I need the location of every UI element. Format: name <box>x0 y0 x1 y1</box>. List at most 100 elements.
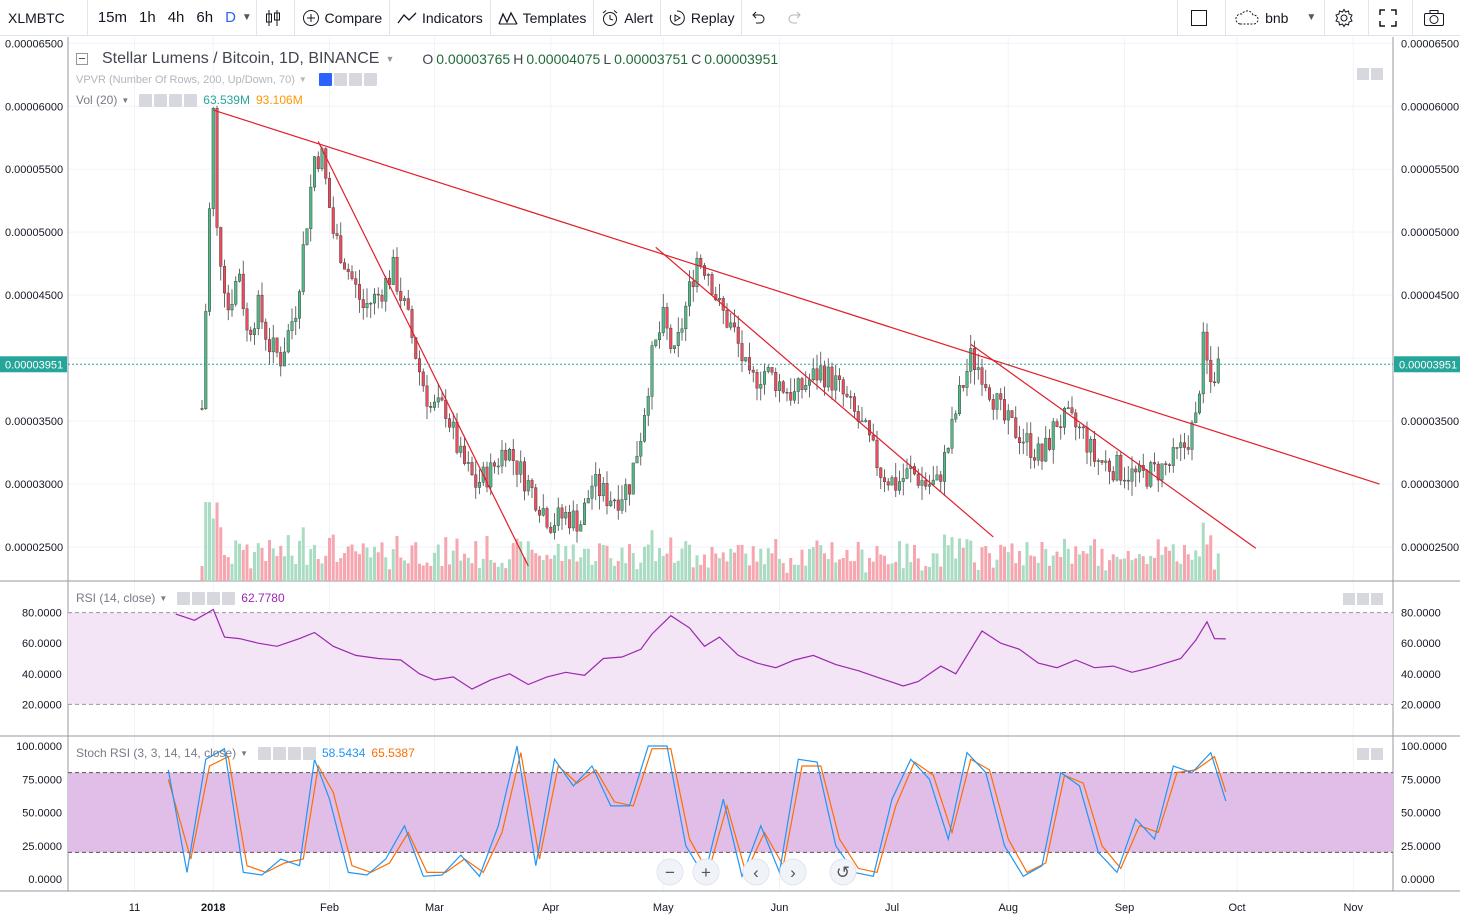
interval-4h[interactable]: 4h <box>167 9 185 26</box>
settings-icon[interactable] <box>154 93 168 107</box>
stoch-k-line <box>167 745 1227 879</box>
alert-button[interactable]: Alert <box>594 0 660 36</box>
volume-bar-down <box>504 568 508 581</box>
volume-bar-up <box>204 502 208 581</box>
candle-down <box>868 420 872 436</box>
chevron-down-icon[interactable]: ▼ <box>241 12 252 23</box>
time-tick: 11 <box>129 902 140 914</box>
volume-bar-down <box>774 539 778 581</box>
snapshot-button[interactable] <box>1413 0 1460 36</box>
interval-15m[interactable]: 15m <box>97 9 128 26</box>
candle-down <box>770 367 774 373</box>
reset-button[interactable] <box>829 858 857 886</box>
zoom-out-button[interactable] <box>656 858 684 886</box>
interval-6h[interactable]: 6h <box>196 9 214 26</box>
plus-icon[interactable] <box>207 591 221 605</box>
move-down-icon[interactable] <box>1371 68 1383 80</box>
close-icon[interactable] <box>222 591 236 605</box>
volume-bar-up <box>466 557 470 581</box>
stoch-rsi-legend[interactable]: Stoch RSI (3, 3, 14, 14, close) ▼ 58.543… <box>76 746 415 760</box>
close-icon[interactable] <box>303 746 316 760</box>
candles-icon <box>265 9 280 26</box>
volume-bar-up <box>965 539 969 581</box>
move-down-icon[interactable] <box>1357 593 1369 605</box>
price-axes[interactable]: 0.00006500 0.00006500 0.00006000 0.00006000… <box>0 38 1460 886</box>
navigation-controls[interactable]: − + ‹ › ↺ <box>656 858 857 886</box>
save-layout-button[interactable]: bnb ▼ <box>1226 0 1324 36</box>
replay-button[interactable]: Replay <box>661 0 742 36</box>
rsi-pane-controls[interactable] <box>1341 593 1383 605</box>
plus-icon[interactable] <box>288 746 301 760</box>
move-up-icon[interactable] <box>1357 748 1369 760</box>
trendline-4[interactable] <box>970 343 1257 549</box>
settings-icon[interactable] <box>192 591 206 605</box>
time-axis[interactable]: 11 2018 Feb Mar Apr May Jun Jul Aug Sep Oct Nov <box>129 902 1364 914</box>
volume-bar-up <box>1089 545 1093 581</box>
eye-icon[interactable] <box>258 746 271 760</box>
trendline-1[interactable] <box>213 109 1380 485</box>
main-pane-controls[interactable] <box>1355 68 1383 80</box>
volume-bar-up <box>238 543 241 581</box>
interval-1h[interactable]: 1h <box>139 9 156 26</box>
volume-bar-down <box>1081 551 1085 581</box>
settings-icon[interactable] <box>333 73 347 86</box>
settings-button[interactable] <box>1325 0 1368 36</box>
eye-icon[interactable] <box>177 591 191 605</box>
interval-d[interactable]: D <box>225 9 236 26</box>
close-icon[interactable] <box>184 93 198 107</box>
volume-bar-up <box>541 559 545 581</box>
volume-bar-up <box>729 548 733 581</box>
close-icon[interactable] <box>363 73 377 86</box>
templates-button[interactable]: Templates <box>491 0 594 36</box>
alarm-clock-icon <box>602 9 618 26</box>
chart-canvas[interactable]: 0.00006500 0.00006500 0.00006000 0.00006000… <box>0 37 1460 917</box>
zoom-in-button[interactable] <box>692 858 720 886</box>
candle-down <box>444 399 448 419</box>
move-up-icon[interactable] <box>1357 68 1369 80</box>
rsi-legend[interactable]: RSI (14, close) ▼ 62.7780 <box>76 591 285 605</box>
candle-down <box>485 466 489 488</box>
move-down-icon[interactable] <box>1371 748 1383 760</box>
time-tick: Sep <box>1115 902 1135 914</box>
volume-legend[interactable]: Vol (20) ▼ 63.539M 93.106M <box>76 93 303 107</box>
symbol-search[interactable]: XLMBTC <box>0 0 87 36</box>
compare-button[interactable]: Compare <box>295 0 390 36</box>
volume-bar-up <box>958 538 961 581</box>
candle-down <box>1081 426 1085 429</box>
volume-bar-up <box>931 553 935 581</box>
eye-icon[interactable] <box>318 73 332 86</box>
candle-up <box>744 357 748 362</box>
replay-icon <box>669 9 685 25</box>
stoch-pane-controls[interactable] <box>1355 748 1383 760</box>
undo-button[interactable] <box>742 0 779 36</box>
volume-bar-up <box>1160 554 1164 581</box>
indicators-button[interactable]: Indicators <box>390 0 490 36</box>
plus-icon[interactable] <box>169 93 183 107</box>
trendlines[interactable] <box>213 109 1380 567</box>
scroll-left-button[interactable] <box>742 858 770 886</box>
candle-down <box>1167 464 1171 466</box>
vpvr-legend[interactable]: VPVR (Number Of Rows, 200, Up/Down, 70) … <box>76 73 377 86</box>
maximize-icon[interactable] <box>1371 593 1383 605</box>
candle-up <box>256 294 260 329</box>
volume-bar-down <box>361 543 365 581</box>
scroll-right-button[interactable] <box>779 858 807 886</box>
trendline-2[interactable] <box>317 141 529 567</box>
fullscreen-button[interactable] <box>1369 0 1412 36</box>
candle-up <box>954 413 958 420</box>
collapse-legend-icon[interactable] <box>76 53 88 65</box>
eye-icon[interactable] <box>139 93 153 107</box>
chart-area[interactable]: 0.00006500 0.00006500 0.00006000 0.00006000… <box>0 37 1460 917</box>
layout-select-button[interactable] <box>1178 0 1225 36</box>
high-value: 0.00004075 <box>526 51 601 67</box>
redo-button[interactable] <box>779 0 816 36</box>
chart-type-button[interactable] <box>257 0 294 36</box>
candle-up <box>969 348 973 372</box>
chevron-down-icon[interactable]: ▼ <box>385 54 395 64</box>
volume-bar-down <box>418 563 421 581</box>
trendline-3[interactable] <box>655 246 994 538</box>
settings-icon[interactable] <box>273 746 286 760</box>
plus-icon[interactable] <box>348 73 362 86</box>
volume-bar-down <box>815 540 819 581</box>
move-up-icon[interactable] <box>1343 593 1355 605</box>
